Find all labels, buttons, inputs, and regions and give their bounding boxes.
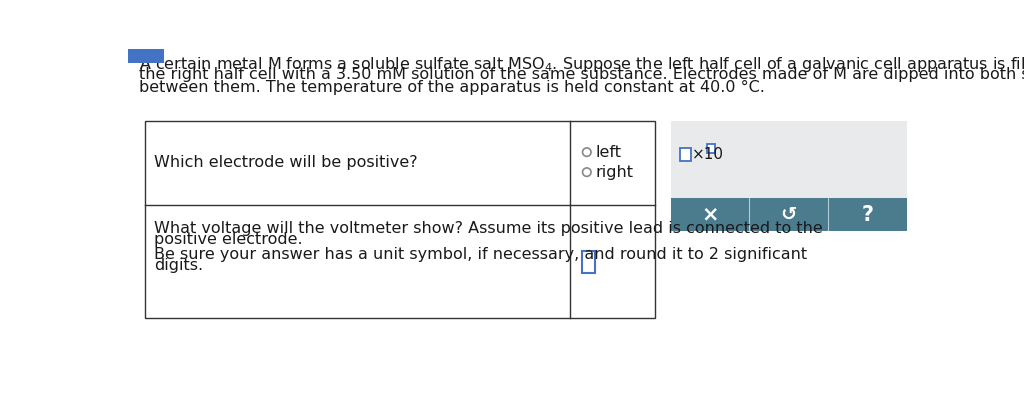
Text: positive electrode.: positive electrode.: [155, 232, 303, 247]
Text: between them. The temperature of the apparatus is held constant at 40.0 °C.: between them. The temperature of the app…: [139, 80, 765, 95]
Text: ×: ×: [701, 204, 719, 224]
Bar: [707, 144, 716, 153]
Text: digits.: digits.: [155, 258, 204, 273]
Bar: [680, 148, 690, 161]
Text: What voltage will the voltmeter show? Assume its positive lead is connected to t: What voltage will the voltmeter show? As…: [155, 221, 823, 236]
Text: the right half cell with a 3.50 mM solution of the same substance. Electrodes ma: the right half cell with a 3.50 mM solut…: [139, 67, 1024, 82]
Text: left: left: [595, 145, 622, 160]
Text: ×10: ×10: [691, 147, 723, 162]
Text: A certain metal M forms a soluble sulfate salt $\mathregular{MSO_4}$. Suppose th: A certain metal M forms a soluble sulfat…: [139, 55, 1024, 74]
Text: Be sure your answer has a unit symbol, if necessary, and round it to 2 significa: Be sure your answer has a unit symbol, i…: [155, 247, 808, 262]
Bar: [128, 49, 164, 63]
Text: ↺: ↺: [780, 205, 797, 224]
Bar: [671, 121, 907, 197]
Bar: [583, 251, 595, 273]
Text: Which electrode will be positive?: Which electrode will be positive?: [155, 155, 418, 171]
Text: right: right: [595, 165, 633, 180]
Bar: [145, 121, 655, 319]
Text: ?: ?: [861, 204, 873, 224]
Bar: [671, 197, 907, 231]
